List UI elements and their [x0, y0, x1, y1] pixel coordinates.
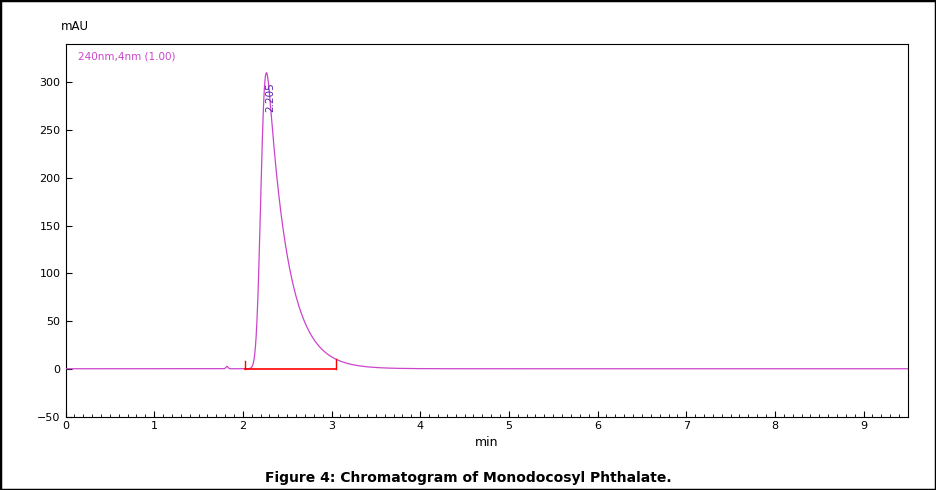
Text: Figure 4: Chromatogram of Monodocosyl Phthalate.: Figure 4: Chromatogram of Monodocosyl Ph… — [265, 471, 671, 485]
X-axis label: min: min — [475, 436, 499, 448]
Text: 240nm,4nm (1.00): 240nm,4nm (1.00) — [79, 51, 176, 62]
Text: mAU: mAU — [62, 20, 89, 33]
Text: 2.205: 2.205 — [266, 82, 275, 112]
